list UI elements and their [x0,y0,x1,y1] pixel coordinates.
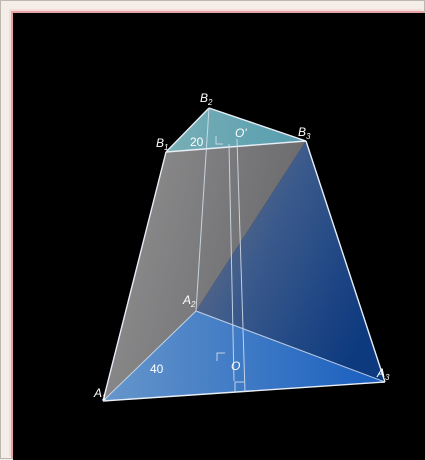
frustum-diagram: B2 B1 B3 A2 A1 A3 O' O 20 40 [13,13,425,460]
measure-top-20: 20 [190,135,204,149]
measure-bottom-40: 40 [150,362,164,376]
label-a1: A1 [93,386,106,402]
label-b3: B3 [298,125,311,141]
label-o-prime: O' [235,126,247,140]
label-a3: A3 [376,366,390,382]
diagram-canvas: B2 B1 B3 A2 A1 A3 O' O 20 40 [13,13,425,460]
label-o: O [231,359,240,373]
label-b2: B2 [200,91,213,107]
label-b1: B1 [156,136,168,152]
